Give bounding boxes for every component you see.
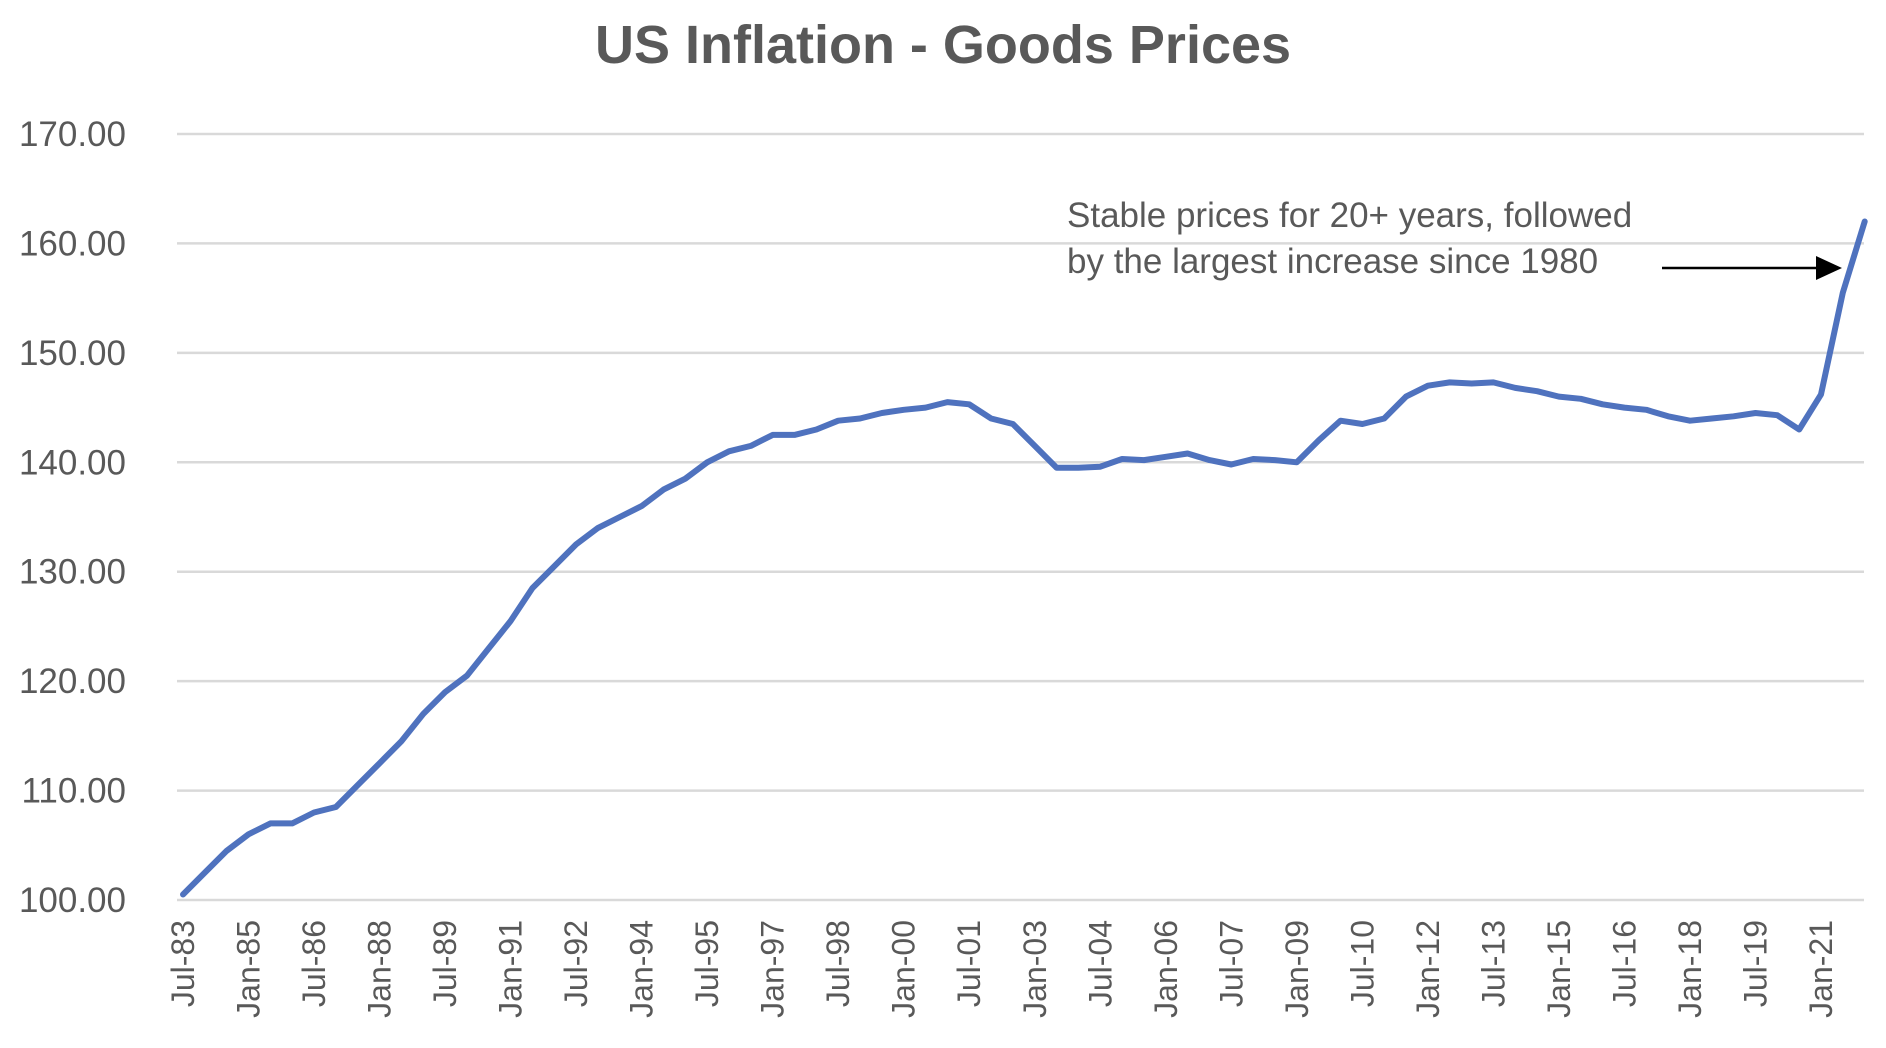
x-tick-label: Jan-85 bbox=[231, 920, 267, 1018]
x-tick-label: Jul-10 bbox=[1344, 920, 1380, 1007]
x-tick-label: Jan-91 bbox=[493, 920, 529, 1018]
y-axis-ticks: 100.00 110.00 120.00 130.00 140.00 150.00 160.… bbox=[19, 115, 126, 920]
y-tick-label: 170.00 bbox=[19, 115, 126, 154]
x-tick-label: Jan-12 bbox=[1410, 920, 1446, 1018]
series-line-goods-prices bbox=[180, 218, 1868, 898]
x-tick-label: Jan-21 bbox=[1803, 920, 1839, 1018]
x-tick-label: Jul-89 bbox=[427, 920, 463, 1007]
chart-title: US Inflation - Goods Prices bbox=[595, 15, 1291, 75]
x-tick-label: Jul-92 bbox=[558, 920, 594, 1007]
x-tick-label: Jul-13 bbox=[1475, 920, 1511, 1007]
x-tick-label: Jul-98 bbox=[820, 920, 856, 1007]
x-tick-label: Jul-83 bbox=[165, 920, 201, 1007]
gridlines bbox=[177, 132, 1864, 902]
x-tick-label: Jan-94 bbox=[624, 920, 660, 1018]
y-tick-label: 120.00 bbox=[19, 662, 126, 701]
x-tick-label: Jan-06 bbox=[1148, 920, 1184, 1018]
x-tick-label: Jul-07 bbox=[1213, 920, 1249, 1007]
x-axis-ticks: Jul-83 Jan-85 Jul-86 Jan-88 Jul-89 Jan-91 Jul-… bbox=[165, 920, 1839, 1018]
y-tick-label: 100.00 bbox=[19, 881, 126, 920]
y-tick-label: 110.00 bbox=[22, 772, 126, 811]
annotation-line-1: Stable prices for 20+ years, followed bbox=[1067, 196, 1632, 235]
x-tick-label: Jan-18 bbox=[1672, 920, 1708, 1018]
x-tick-label: Jan-09 bbox=[1279, 920, 1315, 1018]
x-tick-label: Jan-15 bbox=[1541, 920, 1577, 1018]
y-tick-label: 130.00 bbox=[19, 553, 126, 592]
x-tick-label: Jan-00 bbox=[886, 920, 922, 1018]
x-tick-label: Jan-88 bbox=[362, 920, 398, 1018]
annotation: Stable prices for 20+ years, followed by… bbox=[1067, 196, 1842, 281]
series-group bbox=[180, 218, 1868, 898]
x-tick-label: Jul-16 bbox=[1606, 920, 1642, 1007]
x-tick-label: Jan-97 bbox=[755, 920, 791, 1018]
y-tick-label: 150.00 bbox=[19, 334, 126, 373]
x-tick-label: Jul-04 bbox=[1082, 920, 1118, 1007]
x-tick-label: Jul-01 bbox=[951, 920, 987, 1007]
annotation-line-2: by the largest increase since 1980 bbox=[1067, 242, 1598, 281]
x-tick-label: Jan-03 bbox=[1017, 920, 1053, 1018]
x-tick-label: Jul-86 bbox=[296, 920, 332, 1007]
y-tick-label: 160.00 bbox=[19, 224, 126, 263]
x-tick-label: Jul-95 bbox=[689, 920, 725, 1007]
x-tick-label: Jul-19 bbox=[1737, 920, 1773, 1007]
annotation-arrowhead-icon bbox=[1816, 256, 1842, 280]
y-tick-label: 140.00 bbox=[19, 443, 126, 482]
